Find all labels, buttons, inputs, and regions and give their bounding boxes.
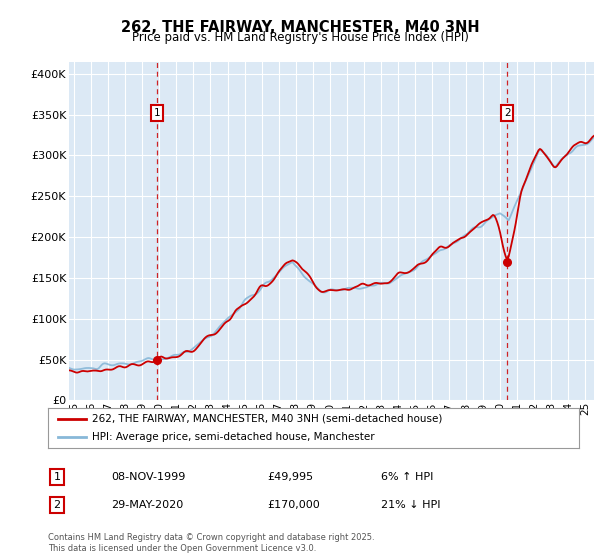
Text: 2: 2 — [504, 108, 511, 118]
Text: 1: 1 — [154, 108, 160, 118]
Text: 29-MAY-2020: 29-MAY-2020 — [111, 500, 183, 510]
Text: 6% ↑ HPI: 6% ↑ HPI — [381, 472, 433, 482]
Text: Contains HM Land Registry data © Crown copyright and database right 2025.
This d: Contains HM Land Registry data © Crown c… — [48, 533, 374, 553]
Text: HPI: Average price, semi-detached house, Manchester: HPI: Average price, semi-detached house,… — [92, 432, 374, 442]
Text: 21% ↓ HPI: 21% ↓ HPI — [381, 500, 440, 510]
Text: 1: 1 — [53, 472, 61, 482]
Text: Price paid vs. HM Land Registry's House Price Index (HPI): Price paid vs. HM Land Registry's House … — [131, 31, 469, 44]
Text: 262, THE FAIRWAY, MANCHESTER, M40 3NH (semi-detached house): 262, THE FAIRWAY, MANCHESTER, M40 3NH (s… — [92, 414, 442, 423]
Text: 2: 2 — [53, 500, 61, 510]
Text: £49,995: £49,995 — [267, 472, 313, 482]
Text: 08-NOV-1999: 08-NOV-1999 — [111, 472, 185, 482]
Text: 262, THE FAIRWAY, MANCHESTER, M40 3NH: 262, THE FAIRWAY, MANCHESTER, M40 3NH — [121, 20, 479, 35]
Text: £170,000: £170,000 — [267, 500, 320, 510]
